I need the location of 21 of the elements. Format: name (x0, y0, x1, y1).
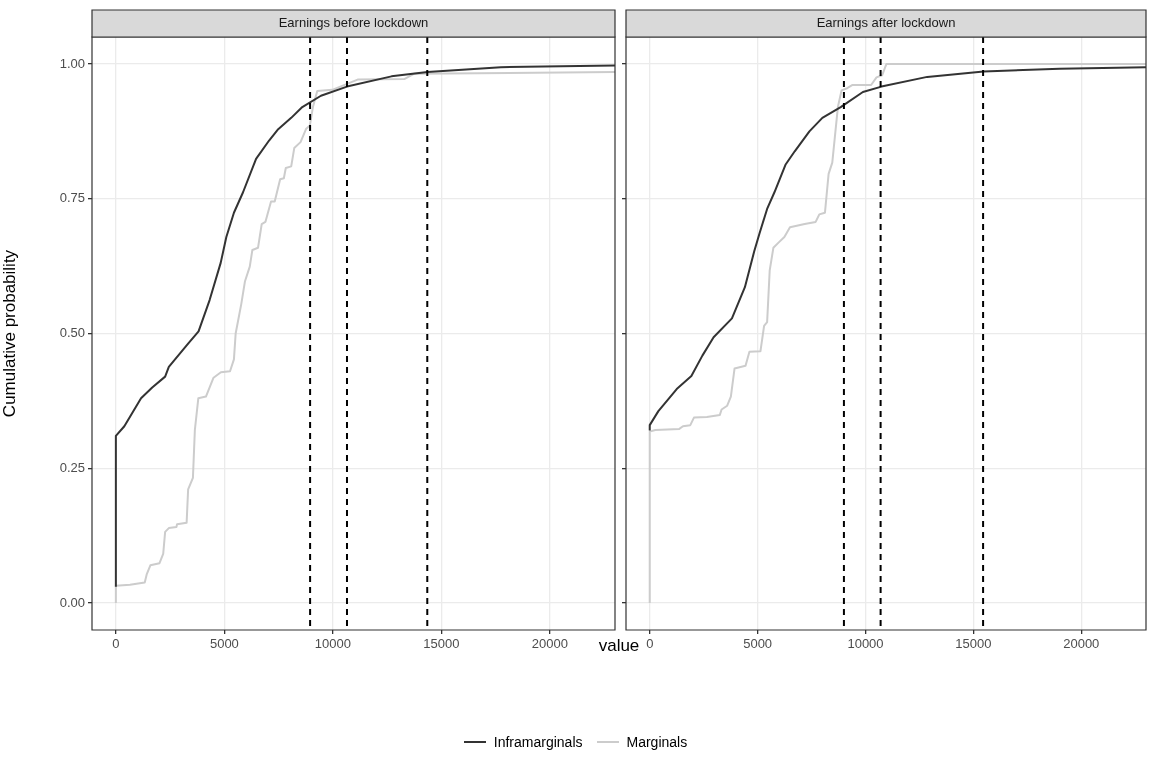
y-tick-label: 0.25 (59, 459, 85, 475)
chart-title: Earnings after lockdown (816, 15, 956, 31)
y-tick-label: 0.75 (59, 190, 85, 206)
y-axis-title: Cumulative probability (0, 249, 19, 418)
x-tick-label: 5000 (209, 636, 239, 652)
chart-title: Earnings before lockdown (278, 15, 429, 31)
x-tick-label: 10000 (314, 636, 351, 652)
legend-label: Marginals (626, 734, 688, 750)
legend-label: Inframarginals (493, 734, 583, 750)
x-tick-label: 0 (646, 636, 654, 652)
x-axis-title: value (598, 636, 640, 655)
x-tick-label: 5000 (743, 636, 773, 652)
y-tick-label: 0.00 (59, 594, 85, 610)
y-tick-label: 1.00 (59, 55, 85, 71)
y-tick-label: 0.50 (59, 325, 85, 341)
x-tick-label: 15000 (955, 636, 992, 652)
x-tick-label: 20000 (1063, 636, 1100, 652)
x-tick-label: 0 (112, 636, 120, 652)
x-tick-label: 20000 (531, 636, 568, 652)
x-tick-label: 10000 (847, 636, 884, 652)
x-tick-label: 15000 (423, 636, 460, 652)
